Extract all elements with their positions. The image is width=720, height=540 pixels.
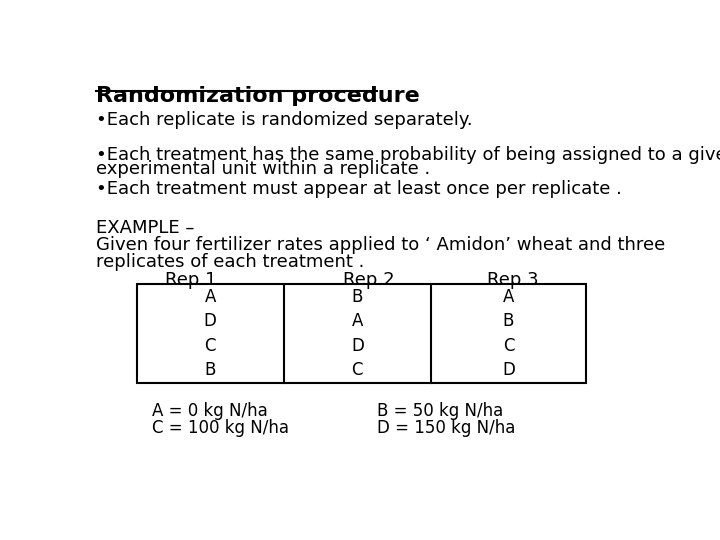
Text: Rep 3: Rep 3 <box>487 271 538 289</box>
Text: A = 0 kg N/ha: A = 0 kg N/ha <box>152 402 268 420</box>
Text: •Each replicate is randomized separately.: •Each replicate is randomized separately… <box>96 111 473 129</box>
Text: B = 50 kg N/ha: B = 50 kg N/ha <box>377 402 503 420</box>
Text: C = 100 kg N/ha: C = 100 kg N/ha <box>152 419 289 437</box>
Text: B: B <box>351 288 363 306</box>
Text: Given four fertilizer rates applied to ‘ Amidon’ wheat and three: Given four fertilizer rates applied to ‘… <box>96 236 665 254</box>
Text: •Each treatment must appear at least once per replicate .: •Each treatment must appear at least onc… <box>96 180 622 198</box>
Text: Rep 1: Rep 1 <box>165 271 217 289</box>
Text: Randomization procedure: Randomization procedure <box>96 86 420 106</box>
Text: C: C <box>351 361 363 380</box>
Text: replicates of each treatment .: replicates of each treatment . <box>96 253 364 271</box>
Text: B: B <box>204 361 216 380</box>
Bar <box>137 284 586 383</box>
Text: D = 150 kg N/ha: D = 150 kg N/ha <box>377 419 515 437</box>
Text: EXAMPLE –: EXAMPLE – <box>96 219 194 237</box>
Text: D: D <box>204 312 217 330</box>
Text: D: D <box>502 361 515 380</box>
Text: Rep 2: Rep 2 <box>343 271 395 289</box>
Text: A: A <box>351 312 363 330</box>
Text: C: C <box>503 337 514 355</box>
Text: experimental unit within a replicate .: experimental unit within a replicate . <box>96 159 431 178</box>
Text: C: C <box>204 337 216 355</box>
Text: D: D <box>351 337 364 355</box>
Text: •Each treatment has the same probability of being assigned to a given: •Each treatment has the same probability… <box>96 146 720 164</box>
Text: B: B <box>503 312 514 330</box>
Text: A: A <box>503 288 514 306</box>
Text: A: A <box>204 288 216 306</box>
